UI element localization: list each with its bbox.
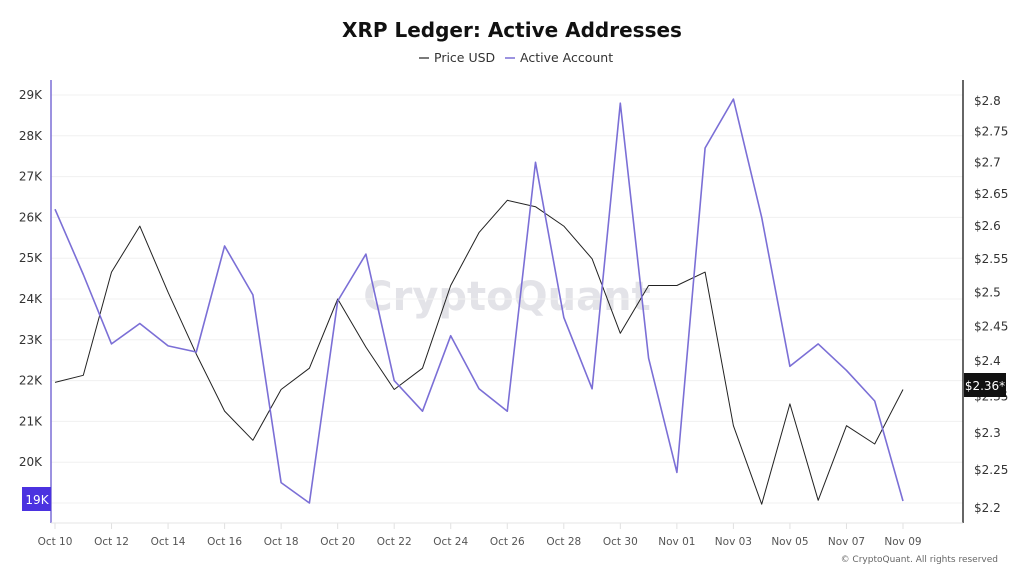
right-tick-label: $2.25: [974, 463, 1008, 477]
right-current-badge: $2.36*: [964, 373, 1006, 397]
right-tick-label: $2.65: [974, 187, 1008, 201]
left-tick-label: 28K: [19, 129, 43, 143]
x-tick-label: Oct 22: [377, 536, 412, 548]
legend-label-active: Active Account: [520, 50, 613, 65]
x-tick-label: Oct 18: [264, 536, 299, 548]
x-tick-label: Nov 01: [658, 536, 695, 548]
right-current-badge-text: $2.36*: [965, 379, 1005, 393]
x-tick-label: Oct 20: [320, 536, 355, 548]
x-tick-label: Nov 07: [828, 536, 865, 548]
right-tick-label: $2.55: [974, 252, 1008, 266]
left-current-badge-text: 19K: [25, 493, 49, 507]
x-tick-label: Nov 03: [715, 536, 752, 548]
left-tick-label: 23K: [19, 333, 43, 347]
right-tick-label: $2.5: [974, 285, 1001, 299]
right-tick-label: $2.8: [974, 94, 1001, 108]
left-tick-label: 26K: [19, 210, 43, 224]
left-tick-label: 29K: [19, 88, 43, 102]
left-tick-label: 22K: [19, 374, 43, 388]
x-tick-label: Nov 05: [771, 536, 808, 548]
right-axis: $2.2$2.25$2.3$2.35$2.4$2.45$2.5$2.55$2.6…: [974, 94, 1008, 515]
right-tick-label: $2.75: [974, 124, 1008, 138]
x-tick-label: Oct 10: [38, 536, 73, 548]
left-tick-label: 25K: [19, 251, 43, 265]
left-tick-label: 27K: [19, 170, 43, 184]
x-tick-label: Oct 16: [207, 536, 242, 548]
grid: [51, 95, 963, 503]
right-tick-label: $2.6: [974, 219, 1001, 233]
right-tick-label: $2.45: [974, 319, 1008, 333]
x-tick-label: Oct 24: [433, 536, 468, 548]
x-tick-label: Oct 12: [94, 536, 129, 548]
x-tick-label: Oct 26: [490, 536, 525, 548]
right-tick-label: $2.2: [974, 501, 1001, 515]
left-tick-label: 24K: [19, 292, 43, 306]
watermark: CryptoQuant: [363, 274, 650, 320]
x-tick-label: Nov 09: [884, 536, 921, 548]
series-line-price-usd: [55, 200, 903, 504]
right-tick-label: $2.3: [974, 426, 1001, 440]
legend: Price USD Active Account: [419, 50, 613, 65]
right-tick-label: $2.7: [974, 155, 1001, 169]
legend-label-price: Price USD: [434, 50, 495, 65]
left-tick-label: 21K: [19, 414, 43, 428]
left-axis: 20K 21K 22K 23K 24K 25K 26K 27K 28K 29K: [19, 88, 43, 469]
x-tick-label: Oct 14: [151, 536, 186, 548]
x-axis: Oct 10 Oct 12 Oct 14 Oct 16 Oct 18 Oct 20 Oct …: [38, 523, 922, 548]
right-tick-label: $2.4: [974, 354, 1001, 368]
left-tick-label: 20K: [19, 455, 43, 469]
x-tick-label: Oct 30: [603, 536, 638, 548]
left-current-badge: 19K: [22, 487, 51, 511]
x-tick-label: Oct 28: [546, 536, 581, 548]
chart-title: XRP Ledger: Active Addresses: [342, 18, 682, 42]
copyright: © CryptoQuant. All rights reserved: [841, 555, 998, 565]
